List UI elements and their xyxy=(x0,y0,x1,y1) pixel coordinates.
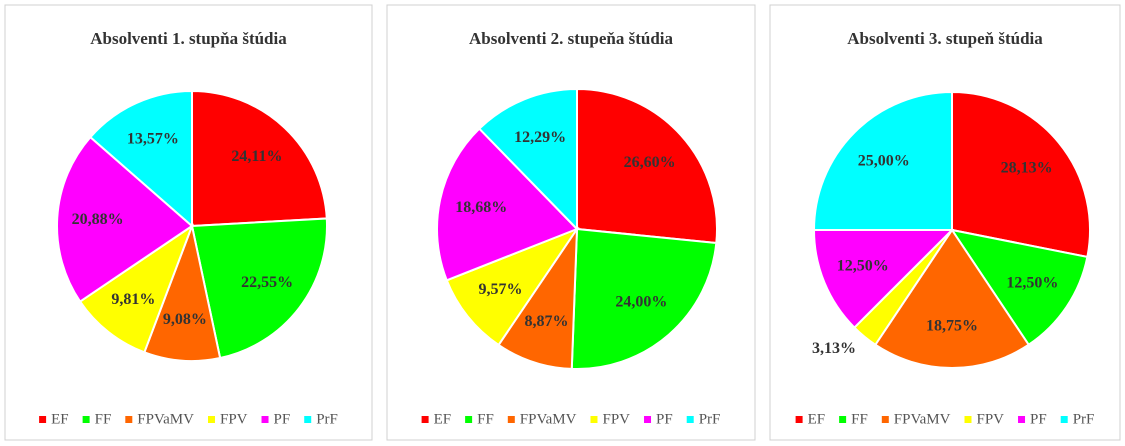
legend-label: EF xyxy=(434,411,452,427)
pie-slice xyxy=(576,87,718,245)
legend-label: PrF xyxy=(699,411,721,427)
legend-label: EF xyxy=(51,411,69,427)
pie-slice xyxy=(56,135,194,303)
panel xyxy=(769,4,1121,441)
legend-swatch xyxy=(590,416,598,423)
legend-label: FF xyxy=(477,411,494,427)
legend-label: FPVaMV xyxy=(894,411,951,427)
legend-swatch xyxy=(125,416,133,423)
legend-label: PF xyxy=(1030,411,1047,427)
data-label: 12,50% xyxy=(837,258,889,275)
legend-label: PrF xyxy=(1073,411,1095,427)
pie-slice xyxy=(436,127,579,282)
data-label: 9,08% xyxy=(163,311,207,328)
data-label: 3,13% xyxy=(812,340,856,357)
data-label: 9,57% xyxy=(479,281,523,298)
legend-label: FPV xyxy=(602,411,630,427)
data-label: 8,87% xyxy=(525,313,569,330)
legend-swatch xyxy=(686,416,694,423)
legend-swatch xyxy=(421,416,429,423)
pie-slice xyxy=(477,87,578,232)
pie-slice xyxy=(873,228,1031,369)
legend-swatch xyxy=(261,416,269,423)
legend-label: FF xyxy=(851,411,868,427)
data-label: 9,81% xyxy=(111,291,155,308)
legend-label: PF xyxy=(656,411,673,427)
legend-swatch xyxy=(207,416,215,423)
pie-slice xyxy=(191,89,328,228)
legend-swatch xyxy=(1060,416,1068,423)
chart-title: Absolventi 3. stupeň štúdia xyxy=(847,29,1043,48)
legend-swatch xyxy=(39,416,47,423)
data-label: 24,00% xyxy=(615,294,667,311)
data-label: 13,57% xyxy=(127,131,179,148)
legend-label: PF xyxy=(274,411,291,427)
legend-swatch xyxy=(644,416,652,423)
pie-slice xyxy=(445,226,580,347)
pie-slice xyxy=(812,90,953,232)
data-label: 12,50% xyxy=(1006,274,1058,291)
legend-label: FPV xyxy=(220,411,248,427)
data-label: 28,13% xyxy=(1001,159,1053,176)
pie-slice xyxy=(951,90,1091,259)
legend-swatch xyxy=(964,416,972,423)
data-label: 18,68% xyxy=(455,199,507,216)
legend-swatch xyxy=(465,416,473,423)
legend-label: FPV xyxy=(976,411,1004,427)
pie-slice xyxy=(570,227,718,370)
data-label: 18,75% xyxy=(926,317,978,334)
data-label: 25,00% xyxy=(858,152,910,169)
legend-swatch xyxy=(507,416,515,423)
legend-label: FPVaMV xyxy=(520,411,577,427)
panel xyxy=(386,4,756,441)
pie-slice xyxy=(88,89,193,229)
legend-label: FF xyxy=(95,411,112,427)
pie-slice xyxy=(949,228,1089,347)
panel xyxy=(4,4,373,441)
chart-title: Absolventi 2. stupeňa štúdia xyxy=(469,29,674,48)
data-label: 20,88% xyxy=(72,211,124,228)
legend-swatch xyxy=(839,416,847,423)
legend-label: EF xyxy=(808,411,826,427)
legend-swatch xyxy=(795,416,803,423)
legend-swatch xyxy=(304,416,312,423)
legend-swatch xyxy=(1018,416,1026,423)
pie-slice xyxy=(190,217,328,360)
legend-label: FPVaMV xyxy=(137,411,194,427)
pie-slice xyxy=(812,228,955,329)
legend-label: PrF xyxy=(316,411,338,427)
chart-title: Absolventi 1. stupňa štúdia xyxy=(90,29,287,48)
legend-swatch xyxy=(881,416,889,423)
data-label: 22,55% xyxy=(241,274,293,291)
legend-swatch xyxy=(82,416,90,423)
data-label: 24,11% xyxy=(231,148,282,165)
pie-slice xyxy=(78,223,195,354)
data-label: 12,29% xyxy=(514,129,566,146)
data-label: 26,60% xyxy=(624,154,676,171)
